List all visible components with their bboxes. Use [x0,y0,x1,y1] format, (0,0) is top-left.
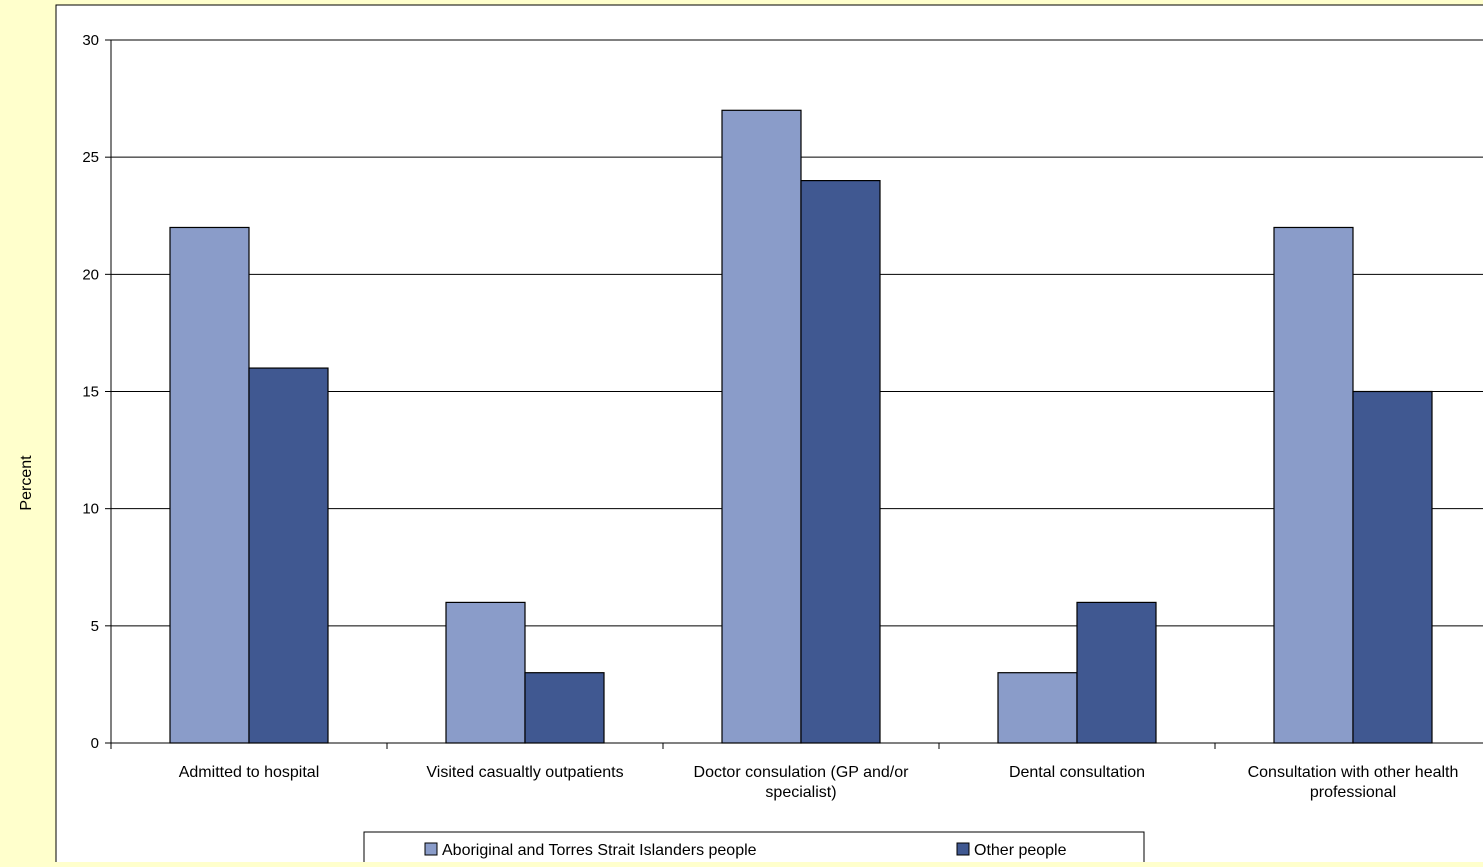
bar-other [248,367,329,744]
bar-aboriginal [997,672,1078,744]
legend-label: Other people [974,842,1067,859]
x-category-label: Admitted to hospital [179,764,320,781]
legend-swatch [956,842,970,856]
axes: 0 5 10 15 20 25 30 Admitted to hospital Visited … [82,32,1483,801]
bars [169,109,1433,744]
bar-other [1352,390,1433,744]
bar-other [524,672,605,744]
bar-aboriginal [169,226,250,744]
bar-other [1076,601,1157,744]
y-tick-label: 30 [82,32,99,49]
y-tick-label: 25 [82,149,99,166]
y-tick-label: 10 [82,501,99,518]
y-tick-label: 20 [82,266,99,283]
x-category-label: Consultation with other health profession… [1248,764,1459,801]
legend-swatch [424,842,438,856]
x-category-label: Visited casualtly outpatients [426,764,623,781]
bar-aboriginal [1273,226,1354,744]
y-tick-label: 5 [91,618,99,635]
legend-box [363,831,1145,867]
y-tick-label: 15 [82,384,99,401]
bar-aboriginal [721,109,802,744]
y-tick-label: 0 [91,735,99,752]
bar-aboriginal [445,601,526,744]
x-category-label: Dental consultation [1009,764,1145,781]
y-axis-title: Percent [18,455,35,511]
bar-other [800,180,881,744]
legend: Aboriginal and Torres Strait Islanders p… [363,831,1145,867]
x-category-label: Doctor consulation (GP and/or specialist) [694,764,910,801]
legend-label: Aboriginal and Torres Strait Islanders p… [442,842,757,859]
